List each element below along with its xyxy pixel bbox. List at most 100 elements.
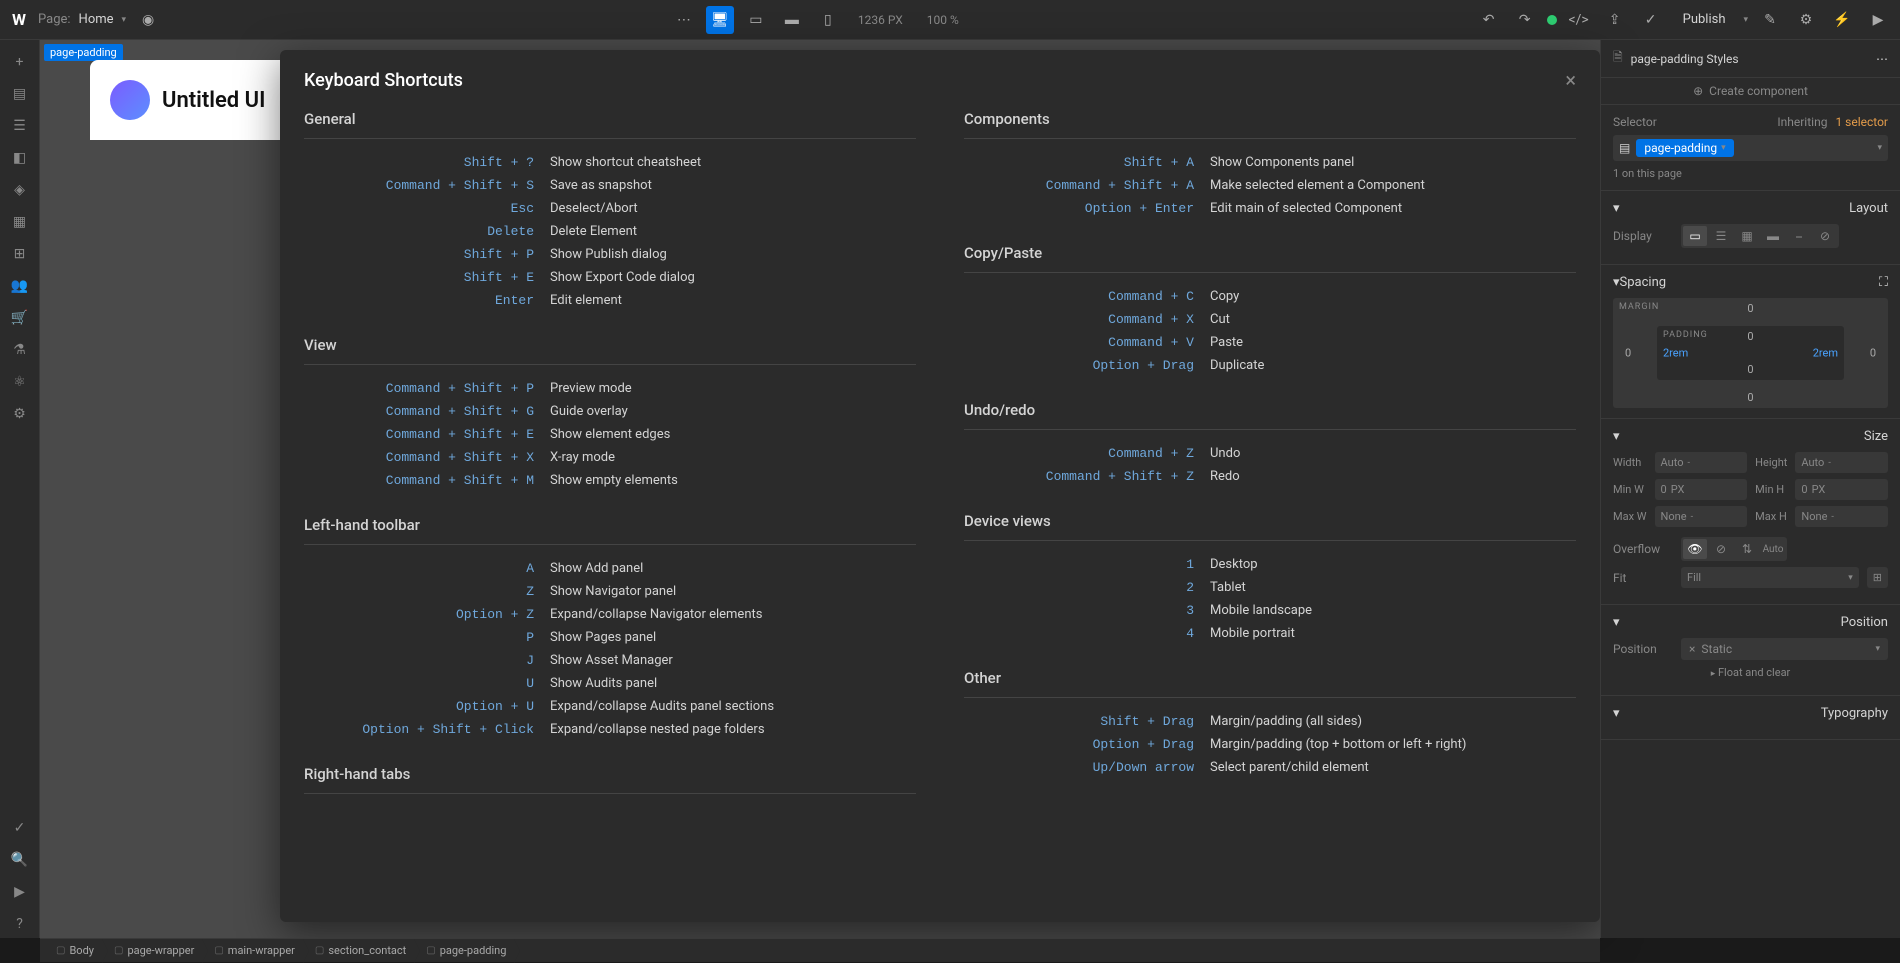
overflow-hidden-icon[interactable]: ⊘: [1709, 539, 1733, 559]
search-icon[interactable]: 🔍: [6, 846, 34, 874]
variables-icon[interactable]: ◈: [6, 176, 34, 204]
selector-chip[interactable]: page-padding ▾: [1636, 139, 1733, 157]
settings-icon[interactable]: ⚙: [6, 400, 34, 428]
logic-icon[interactable]: ⚗: [6, 336, 34, 364]
interactions-icon[interactable]: ⚡: [1828, 6, 1856, 34]
apps-icon[interactable]: ⚛: [6, 368, 34, 396]
breadcrumb-item[interactable]: ▢Body: [48, 944, 102, 957]
minh-input[interactable]: 0PX: [1795, 479, 1888, 500]
margin-top[interactable]: 0: [1747, 302, 1753, 315]
typography-heading[interactable]: ▾Typography: [1613, 706, 1888, 721]
tablet-breakpoint-icon[interactable]: ▭: [742, 6, 770, 34]
settings-gear-icon[interactable]: ⚙: [1792, 6, 1820, 34]
display-grid-icon[interactable]: ▦: [1735, 226, 1759, 246]
components-icon[interactable]: ◧: [6, 144, 34, 172]
shortcut-desc: Show element edges: [550, 427, 916, 442]
brush-icon[interactable]: ✎: [1756, 6, 1784, 34]
mobile-portrait-breakpoint-icon[interactable]: ▯: [814, 6, 842, 34]
width-input[interactable]: Auto-: [1655, 452, 1748, 473]
clear-position-icon[interactable]: ×: [1689, 642, 1695, 656]
margin-left[interactable]: 0: [1625, 347, 1631, 360]
inheriting-count[interactable]: 1 selector: [1835, 115, 1888, 129]
shortcut-desc: Expand/collapse nested page folders: [550, 722, 916, 737]
check-icon[interactable]: ✓: [1637, 6, 1665, 34]
shortcut-keys: Esc: [304, 201, 534, 216]
audit-icon[interactable]: ✓: [6, 814, 34, 842]
display-none-icon[interactable]: ⊘: [1813, 226, 1837, 246]
shortcut-desc: Guide overlay: [550, 404, 916, 419]
fit-position-icon[interactable]: ⊞: [1867, 567, 1888, 588]
display-block-icon[interactable]: ▭: [1683, 226, 1707, 246]
breakpoint-add-icon[interactable]: ⋯: [670, 6, 698, 34]
shortcut-desc: Cut: [1210, 312, 1576, 327]
selector-state-icon[interactable]: ▤: [1619, 141, 1630, 155]
share-icon[interactable]: ⇪: [1601, 6, 1629, 34]
breadcrumb-item[interactable]: ▢page-padding: [418, 944, 514, 957]
code-icon[interactable]: </>: [1565, 6, 1593, 34]
shortcut-row: Option + DragDuplicate: [964, 354, 1576, 377]
shortcut-section: GeneralShift + ?Show shortcut cheatsheet…: [304, 110, 916, 312]
page-name[interactable]: Home: [79, 12, 114, 27]
cms-icon[interactable]: ⊞: [6, 240, 34, 268]
breadcrumb-item[interactable]: ▢main-wrapper: [206, 944, 303, 957]
size-heading[interactable]: ▾Size: [1613, 429, 1888, 444]
selector-dropdown-icon[interactable]: ▾: [1877, 143, 1882, 153]
chip-caret-icon[interactable]: ▾: [1721, 143, 1726, 153]
section-title: Left-hand toolbar: [304, 516, 916, 545]
webflow-logo-icon[interactable]: W: [8, 9, 30, 31]
breadcrumb-item[interactable]: ▢page-wrapper: [106, 944, 202, 957]
tab-menu-icon[interactable]: ⋯: [1876, 52, 1888, 66]
overflow-scroll-icon[interactable]: ⇅: [1735, 539, 1759, 559]
spacing-editor[interactable]: MARGIN 0 0 0 0 PADDING 0 0 2rem 2rem: [1613, 298, 1888, 408]
display-inline-icon[interactable]: ⎯: [1787, 226, 1811, 246]
play-icon[interactable]: ▶: [1864, 6, 1892, 34]
preview-eye-icon[interactable]: ◉: [134, 6, 162, 34]
selector-input[interactable]: ▤ page-padding ▾ ▾: [1613, 135, 1888, 161]
page-dropdown-caret-icon[interactable]: ▾: [122, 15, 127, 25]
shortcut-keys: Command + Shift + P: [304, 381, 534, 396]
position-select[interactable]: × Static ▾: [1681, 638, 1888, 660]
maxw-input[interactable]: None-: [1655, 506, 1748, 527]
users-icon[interactable]: 👥: [6, 272, 34, 300]
fit-select[interactable]: Fill▾: [1681, 567, 1859, 588]
shortcut-row: Option + UExpand/collapse Audits panel s…: [304, 695, 916, 718]
minw-input[interactable]: 0PX: [1655, 479, 1748, 500]
float-clear-toggle[interactable]: ▸ Float and clear: [1613, 660, 1888, 685]
redo-icon[interactable]: ↷: [1511, 6, 1539, 34]
breadcrumb-label: Body: [69, 944, 94, 957]
layout-heading[interactable]: ▾Layout: [1613, 201, 1888, 216]
height-input[interactable]: Auto-: [1795, 452, 1888, 473]
overflow-auto-button[interactable]: Auto: [1761, 539, 1785, 559]
publish-caret-icon[interactable]: ▾: [1743, 15, 1748, 25]
position-heading[interactable]: ▾Position: [1613, 615, 1888, 630]
undo-icon[interactable]: ↶: [1475, 6, 1503, 34]
spacing-expand-icon[interactable]: ⛶: [1879, 275, 1888, 290]
style-guide-icon[interactable]: ▦: [6, 208, 34, 236]
add-element-icon[interactable]: +: [6, 48, 34, 76]
desktop-breakpoint-icon[interactable]: 🖥: [706, 6, 734, 34]
spacing-heading[interactable]: ▾Spacing ⛶: [1613, 275, 1888, 290]
shortcut-desc: Show Add panel: [550, 561, 916, 576]
publish-button[interactable]: Publish: [1673, 8, 1736, 31]
margin-bottom[interactable]: 0: [1747, 391, 1753, 404]
help-icon[interactable]: ?: [6, 910, 34, 938]
padding-left[interactable]: 2rem: [1663, 347, 1688, 360]
create-component-button[interactable]: ⊕ Create component: [1601, 78, 1900, 105]
margin-right[interactable]: 0: [1870, 347, 1876, 360]
display-inlineblock-icon[interactable]: ▬: [1761, 226, 1785, 246]
shortcut-row: EscDeselect/Abort: [304, 197, 916, 220]
pages-icon[interactable]: ▤: [6, 80, 34, 108]
overflow-visible-icon[interactable]: 👁: [1683, 539, 1707, 559]
mobile-landscape-breakpoint-icon[interactable]: ▬: [778, 6, 806, 34]
breadcrumb-item[interactable]: ▢section_contact: [307, 944, 414, 957]
ecommerce-icon[interactable]: 🛒: [6, 304, 34, 332]
padding-right[interactable]: 2rem: [1813, 347, 1838, 360]
shortcut-desc: Preview mode: [550, 381, 916, 396]
modal-close-button[interactable]: ×: [1565, 68, 1576, 92]
padding-top[interactable]: 0: [1747, 330, 1753, 343]
navigator-icon[interactable]: ☰: [6, 112, 34, 140]
maxh-input[interactable]: None-: [1795, 506, 1888, 527]
display-flex-icon[interactable]: ☰: [1709, 226, 1733, 246]
video-icon[interactable]: ▶: [6, 878, 34, 906]
padding-bottom[interactable]: 0: [1747, 363, 1753, 376]
